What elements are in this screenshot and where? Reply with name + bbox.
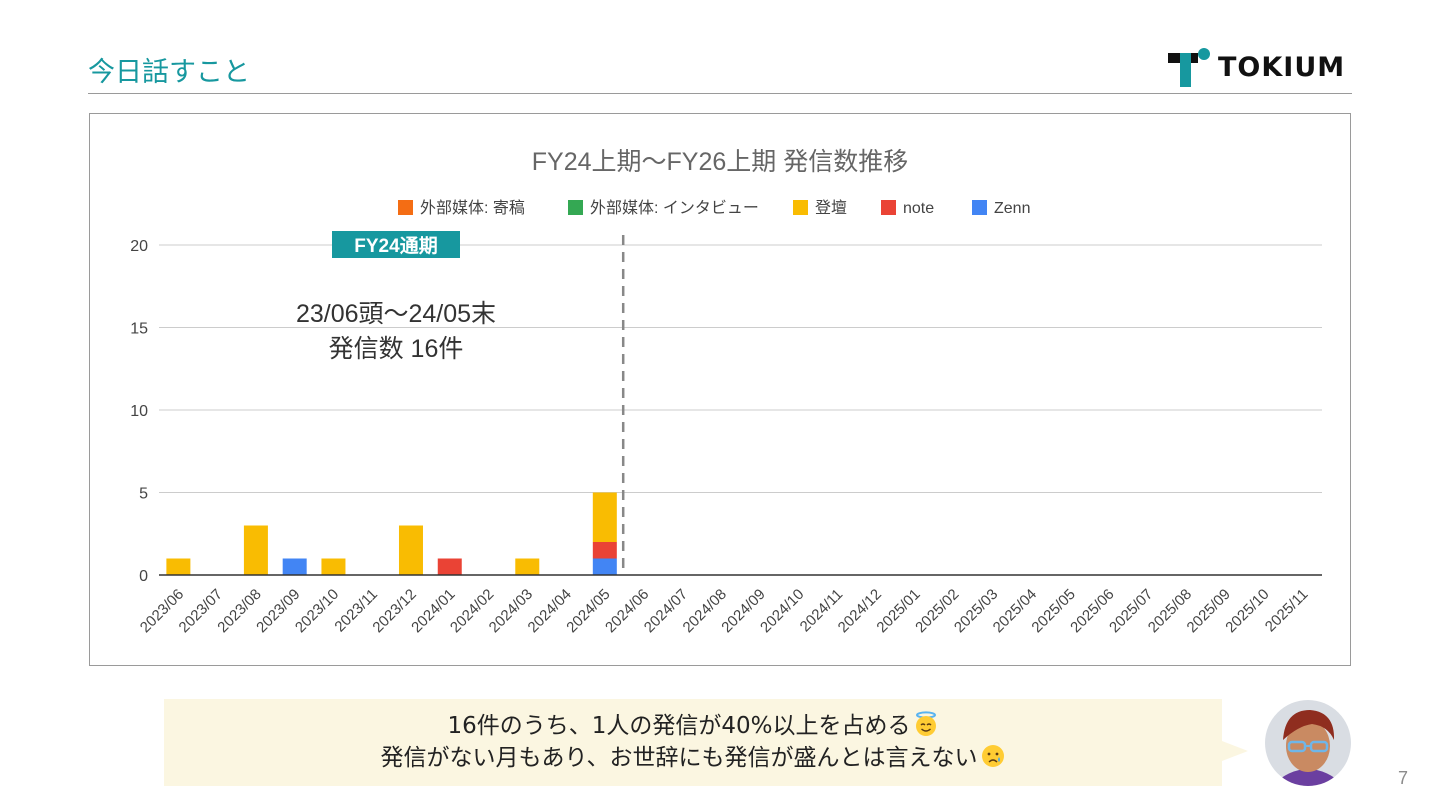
page-number: 7 [1398,768,1409,788]
comment-line-2: 発信がない月もあり、お世辞にも発信が盛んとは言えない [164,742,1222,774]
tokium-logo-icon [1168,48,1210,87]
y-tick-label: 10 [130,403,148,420]
comment-line-1-text: 16件のうち、1人の発信が40%以上を占める [447,713,911,739]
bar-segment [592,542,617,559]
bar-segment [398,525,423,575]
legend-swatch-3 [881,200,896,215]
bar-segment [515,558,540,575]
bar-segment [437,558,462,575]
bar-segment [166,558,191,575]
bar-segment [592,558,617,575]
y-tick-label: 20 [130,238,148,255]
y-tick-label: 15 [130,321,148,338]
legend-swatch-2 [793,200,808,215]
x-tick-label: 2025/11 [1262,586,1312,636]
legend-swatch-0 [398,200,413,215]
smiling-face-with-halo-icon [915,711,936,736]
legend-label-4: Zenn [994,200,1030,217]
legend-label-0: 外部媒体: 寄稿 [420,199,525,217]
legend-label-3: note [903,200,934,217]
legend-swatch-1 [568,200,583,215]
comment-pointer [1222,741,1248,761]
x-tick-label: 2025/10 [1222,586,1272,636]
fy-label-text: FY24通期 [354,235,437,257]
chart-frame: FY24上期～FY26上期 発信数推移外部媒体: 寄稿 外部媒体: インタビュー 登… [89,113,1351,666]
legend-swatch-4 [972,200,987,215]
chart-title: FY24上期～FY26上期 発信数推移 [532,148,908,176]
comment-line-1: 16件のうち、1人の発信が40%以上を占める [164,710,1222,742]
company-logo: TOKIUM [1168,47,1345,89]
annotation-period: 23/06頭～24/05末 [296,300,496,328]
bar-segment [243,525,268,575]
page-title: 今日話すこと [88,57,250,88]
header-divider [88,93,1352,94]
y-tick-label: 5 [139,486,148,503]
legend-label-1: 外部媒体: インタビュー [590,199,759,217]
comment-box: 16件のうち、1人の発信が40%以上を占める 発信がない月もあり、お世辞にも発信… [164,699,1222,786]
bar-segment [321,558,346,575]
legend-label-2: 登壇 [815,198,847,217]
bar-segment [282,558,307,575]
fy-label-box [332,231,460,258]
y-tick-label: 0 [139,568,148,585]
bar-segment [592,492,617,542]
comment-line-2-text: 発信がない月もあり、お世辞にも発信が盛んとは言えない [380,745,978,771]
x-tick-label: 2023/10 [292,586,342,636]
x-tick-label: 2024/10 [757,586,807,636]
speaker-avatar [1265,700,1351,786]
annotation-count: 発信数 16件 [329,335,464,363]
crying-face-icon [981,745,1004,767]
logo-text: TOKIUM [1218,52,1346,83]
